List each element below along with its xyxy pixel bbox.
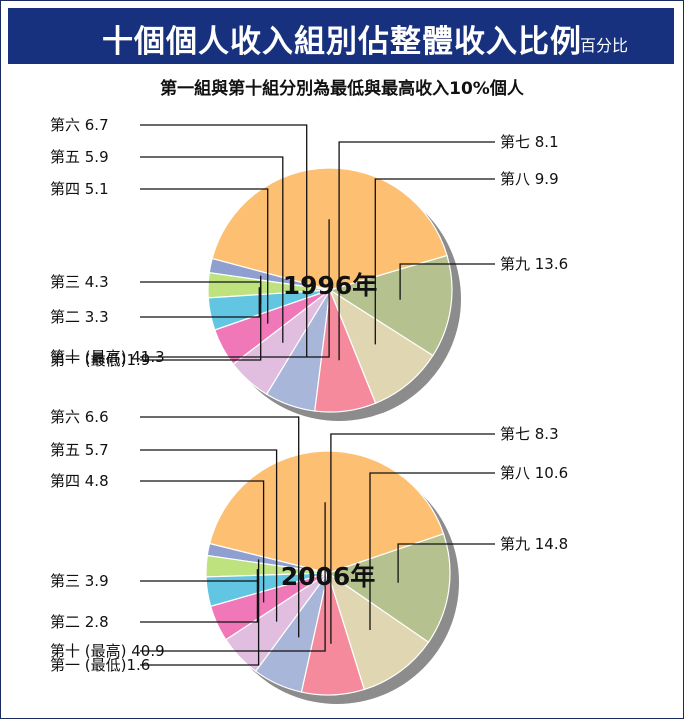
leader-line-7 bbox=[338, 141, 495, 361]
pie-chart-1: 第一 (最低)1.9 第二 3.3 第三 4.3 第四 5.1 第五 5.9 第六 6.7… bbox=[50, 116, 568, 421]
slice-label-4: 第四 5.1 bbox=[50, 180, 109, 198]
leader-line-8 bbox=[369, 472, 495, 630]
pie-slice-8 bbox=[328, 288, 434, 404]
slice-label-10: 第十 (最高) 40.9 bbox=[50, 642, 165, 660]
slice-label-1: 第一 (最低)1.9 bbox=[50, 351, 150, 369]
leader-line-6 bbox=[140, 124, 308, 357]
leader-line-3 bbox=[140, 281, 262, 304]
slice-label-4: 第四 4.8 bbox=[50, 472, 109, 490]
leader-line-1 bbox=[140, 559, 260, 666]
chart-subtitle: 第一組與第十組分別為最低與最高收入10%個人 bbox=[160, 79, 524, 99]
chart-title: 十個個人收入組別佔整體收入比例 bbox=[102, 24, 582, 60]
pie-slice-8 bbox=[326, 571, 430, 691]
slice-label-3: 第三 3.9 bbox=[50, 572, 109, 590]
pie-slice-9 bbox=[326, 532, 451, 643]
slice-label-10: 第十 (最高) 41.3 bbox=[50, 348, 165, 366]
pie-slice-9 bbox=[328, 254, 453, 357]
leader-line-5 bbox=[140, 449, 278, 622]
title-banner: 十個個人收入組別佔整體收入比例 百分比 bbox=[8, 8, 674, 64]
leader-line-2 bbox=[140, 287, 260, 318]
pie-year-title: 2006年 bbox=[281, 562, 376, 591]
leader-line-7 bbox=[330, 433, 495, 644]
pie-slice-10 bbox=[208, 450, 445, 574]
pie-chart-2: 第一 (最低)1.6 第二 2.8 第三 3.9 第四 4.8 第五 5.7 第六 6.6… bbox=[50, 408, 568, 704]
leader-line-5 bbox=[140, 156, 284, 343]
slice-label-9: 第九 13.6 bbox=[500, 255, 568, 273]
slice-label-8: 第八 9.9 bbox=[500, 170, 559, 188]
slice-label-9: 第九 14.8 bbox=[500, 535, 568, 553]
leader-line-6 bbox=[140, 416, 300, 638]
slice-label-6: 第六 6.7 bbox=[50, 116, 109, 134]
unit-label: 百分比 bbox=[580, 36, 629, 55]
leader-line-4 bbox=[140, 480, 265, 603]
pie-year-title: 1996年 bbox=[283, 271, 378, 300]
leader-line-3 bbox=[140, 580, 259, 584]
leader-line-4 bbox=[140, 188, 269, 324]
slice-label-3: 第三 4.3 bbox=[50, 273, 109, 291]
slice-label-6: 第六 6.6 bbox=[50, 408, 109, 426]
leader-line-8 bbox=[374, 178, 495, 345]
slice-label-2: 第二 2.8 bbox=[50, 613, 109, 631]
slice-label-2: 第二 3.3 bbox=[50, 308, 109, 326]
slice-label-5: 第五 5.7 bbox=[50, 441, 109, 459]
leader-line-10 bbox=[140, 219, 330, 358]
slice-label-7: 第七 8.1 bbox=[500, 133, 559, 151]
slice-label-8: 第八 10.6 bbox=[500, 464, 568, 482]
slice-label-1: 第一 (最低)1.6 bbox=[50, 656, 150, 674]
leader-line-10 bbox=[140, 502, 326, 652]
leader-line-2 bbox=[140, 569, 259, 623]
leader-line-9 bbox=[397, 543, 495, 583]
slice-label-7: 第七 8.3 bbox=[500, 425, 559, 443]
slice-label-5: 第五 5.9 bbox=[50, 148, 109, 166]
leader-line-9 bbox=[399, 263, 495, 300]
